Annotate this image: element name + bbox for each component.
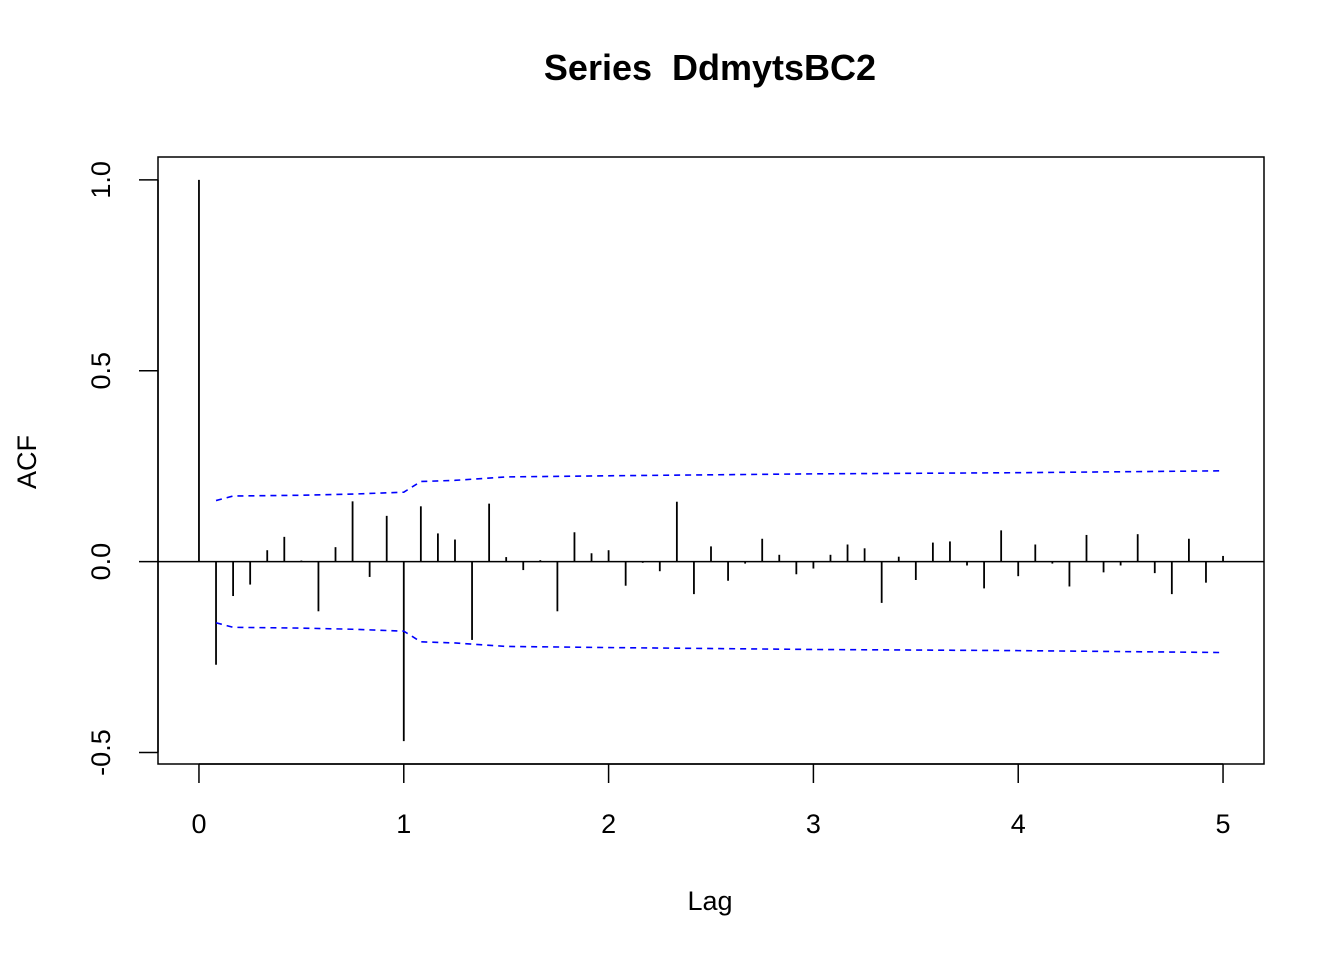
x-tick-label: 4 xyxy=(1011,809,1026,839)
x-tick-label: 5 xyxy=(1216,809,1231,839)
x-axis: 0 1 2 3 4 5 xyxy=(191,763,1231,839)
y-tick-label: -0.5 xyxy=(86,729,116,776)
confidence-band-upper xyxy=(215,470,1224,502)
y-axis: -0.5 0.0 0.5 1.0 xyxy=(86,161,159,776)
x-tick-label: 1 xyxy=(396,809,411,839)
x-axis-label: Lag xyxy=(687,886,732,916)
y-tick-label: 0.0 xyxy=(86,543,116,581)
y-tick-label: 1.0 xyxy=(86,161,116,199)
y-axis-label: ACF xyxy=(12,435,42,489)
plot-frame xyxy=(157,156,1265,765)
x-tick-label: 0 xyxy=(191,809,206,839)
x-tick-label: 2 xyxy=(601,809,616,839)
acf-bars xyxy=(198,179,1224,742)
x-tick-label: 3 xyxy=(806,809,821,839)
confidence-bands xyxy=(215,470,1224,654)
confidence-band-lower xyxy=(215,621,1224,654)
chart-title: Series DdmytsBC2 xyxy=(544,47,876,88)
y-tick-label: 0.5 xyxy=(86,352,116,390)
